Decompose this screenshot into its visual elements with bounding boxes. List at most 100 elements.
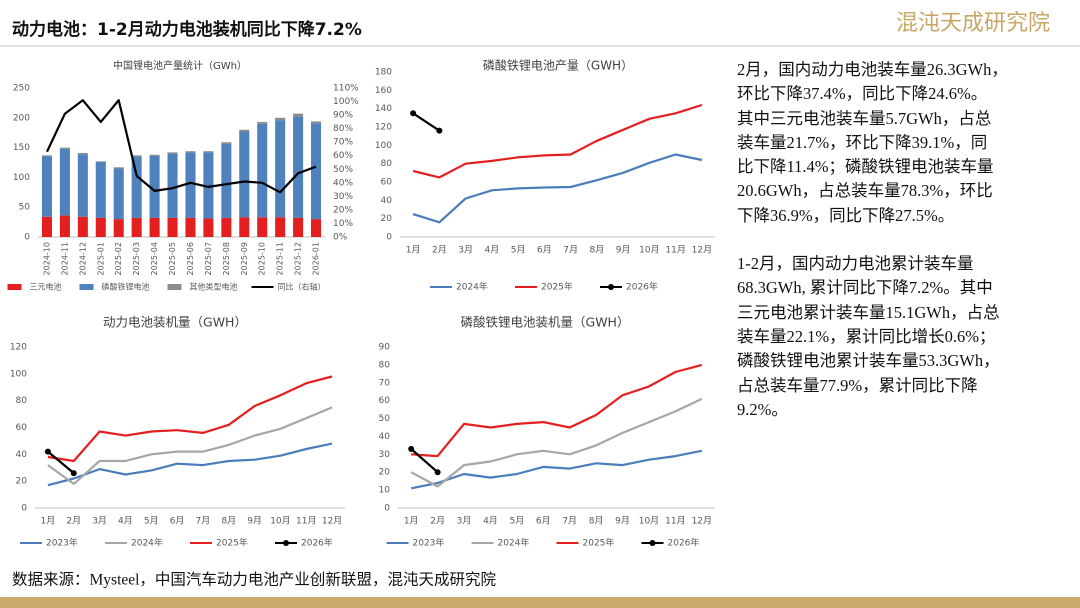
x-tick-label: 9月 — [616, 245, 631, 256]
bar — [239, 217, 250, 237]
y2-tick-label: 80% — [333, 124, 353, 134]
bar — [257, 217, 268, 237]
bar — [293, 113, 304, 117]
legend-label: 2025年 — [216, 537, 248, 549]
y2-tick-label: 20% — [333, 205, 353, 215]
text-line: 其中三元电池装车量5.7GWh，占总 — [737, 108, 992, 128]
bar — [59, 148, 70, 216]
bar — [95, 217, 106, 237]
text-line: 装车量21.7%，环比下降39.1%，同 — [737, 132, 988, 152]
legend-label: 2026年 — [626, 281, 658, 293]
y-tick-label: 20 — [379, 468, 391, 478]
bar — [311, 123, 322, 220]
text-line: 2月，国内动力电池装车量26.3GWh， — [737, 60, 1008, 79]
x-tick-label: 12月 — [692, 245, 712, 256]
bar — [41, 216, 52, 237]
bar — [203, 152, 214, 219]
x-tick-label: 2月 — [66, 516, 81, 527]
x-tick-label: 12月 — [322, 516, 342, 527]
y-tick-label: 80 — [16, 396, 28, 406]
y-tick-label: 0 — [384, 504, 390, 514]
text-line: 环比下降37.4%，同比下降24.6%。 — [737, 84, 988, 104]
bar — [275, 120, 286, 218]
bar — [311, 219, 322, 237]
x-tick-label: 10月 — [639, 516, 659, 527]
x-tick-label: 2025-05 — [168, 242, 177, 275]
bar — [131, 217, 142, 237]
bar — [131, 155, 142, 157]
bar — [293, 116, 304, 218]
y-tick-label: 50 — [379, 414, 391, 424]
point — [410, 110, 417, 117]
x-tick-label: 10月 — [270, 516, 290, 527]
bar — [95, 161, 106, 218]
legend-label: 三元电池 — [30, 282, 62, 292]
x-tick-label: 2025-07 — [204, 242, 213, 275]
y-tick-label: 80 — [379, 360, 391, 370]
x-tick-label: 2025-03 — [132, 242, 141, 275]
text-line: 20.6GWh，占总装车量78.3%，环比 — [737, 181, 993, 201]
bar — [239, 131, 250, 218]
bar — [131, 156, 142, 218]
x-tick-label: 8月 — [589, 516, 604, 527]
bar — [41, 156, 52, 217]
text-line: 三元电池累计装车量15.1GWh，占总 — [737, 302, 1000, 322]
y-tick-label: 60 — [379, 396, 391, 406]
y-tick-label: 200 — [13, 113, 30, 123]
legend-label: 2024年 — [456, 281, 488, 293]
y-tick-label: 0 — [24, 233, 30, 243]
text-line: 占总装车量77.9%，累计同比下降 — [737, 375, 978, 395]
point — [44, 448, 51, 455]
bar — [113, 168, 124, 220]
legend-swatch — [167, 284, 182, 290]
text-line: 装车量22.1%，累计同比增长0.6%； — [737, 326, 996, 346]
line-series — [412, 153, 703, 224]
y-tick-label: 50 — [19, 203, 31, 213]
x-tick-label: 2024-10 — [42, 242, 51, 275]
legend-label: 2026年 — [668, 537, 700, 549]
x-tick-label: 4月 — [483, 516, 498, 527]
y-tick-label: 250 — [13, 84, 30, 94]
bar — [149, 154, 160, 156]
bar — [167, 152, 178, 154]
x-tick-label: 11月 — [665, 245, 685, 256]
text-line: 1-2月，国内动力电池累计装车量 — [737, 254, 974, 274]
legend-label: 2023年 — [46, 537, 78, 549]
bar — [275, 117, 286, 121]
bar — [221, 142, 232, 145]
line-series — [46, 99, 317, 194]
x-tick-label: 11月 — [296, 516, 316, 527]
y-tick-label: 0 — [386, 233, 392, 243]
y-tick-label: 40 — [381, 196, 393, 206]
line-series — [410, 449, 703, 490]
line-series — [47, 450, 75, 474]
bar — [59, 215, 70, 237]
x-tick-label: 2024-11 — [60, 242, 69, 275]
x-tick-label: 2025-09 — [240, 242, 249, 275]
x-tick-label: 11月 — [665, 516, 685, 527]
bar — [311, 121, 322, 124]
text-line: 68.3GWh, 累计同比下降7.2%。其中 — [737, 278, 993, 298]
y-tick-label: 80 — [381, 159, 393, 169]
y2-tick-label: 40% — [333, 178, 353, 188]
legend-label: 2024年 — [498, 537, 530, 549]
point — [408, 445, 415, 452]
x-tick-label: 2月 — [432, 245, 447, 256]
x-tick-label: 9月 — [247, 516, 262, 527]
x-tick-label: 2025-01 — [96, 242, 105, 275]
legend-label: 2025年 — [583, 537, 615, 549]
x-tick-label: 6月 — [537, 245, 552, 256]
y-tick-label: 120 — [375, 123, 392, 133]
x-tick-label: 2025-06 — [186, 242, 195, 275]
legend-swatch — [79, 284, 94, 290]
text-line: 比下降11.4%；磷酸铁锂电池装车量 — [737, 157, 994, 177]
y-tick-label: 60 — [381, 178, 393, 188]
x-tick-label: 1月 — [41, 516, 56, 527]
bar — [59, 147, 70, 149]
bar — [77, 216, 88, 237]
y2-tick-label: 110% — [333, 84, 359, 94]
bar — [167, 217, 178, 237]
legend-label: 2023年 — [413, 537, 445, 549]
